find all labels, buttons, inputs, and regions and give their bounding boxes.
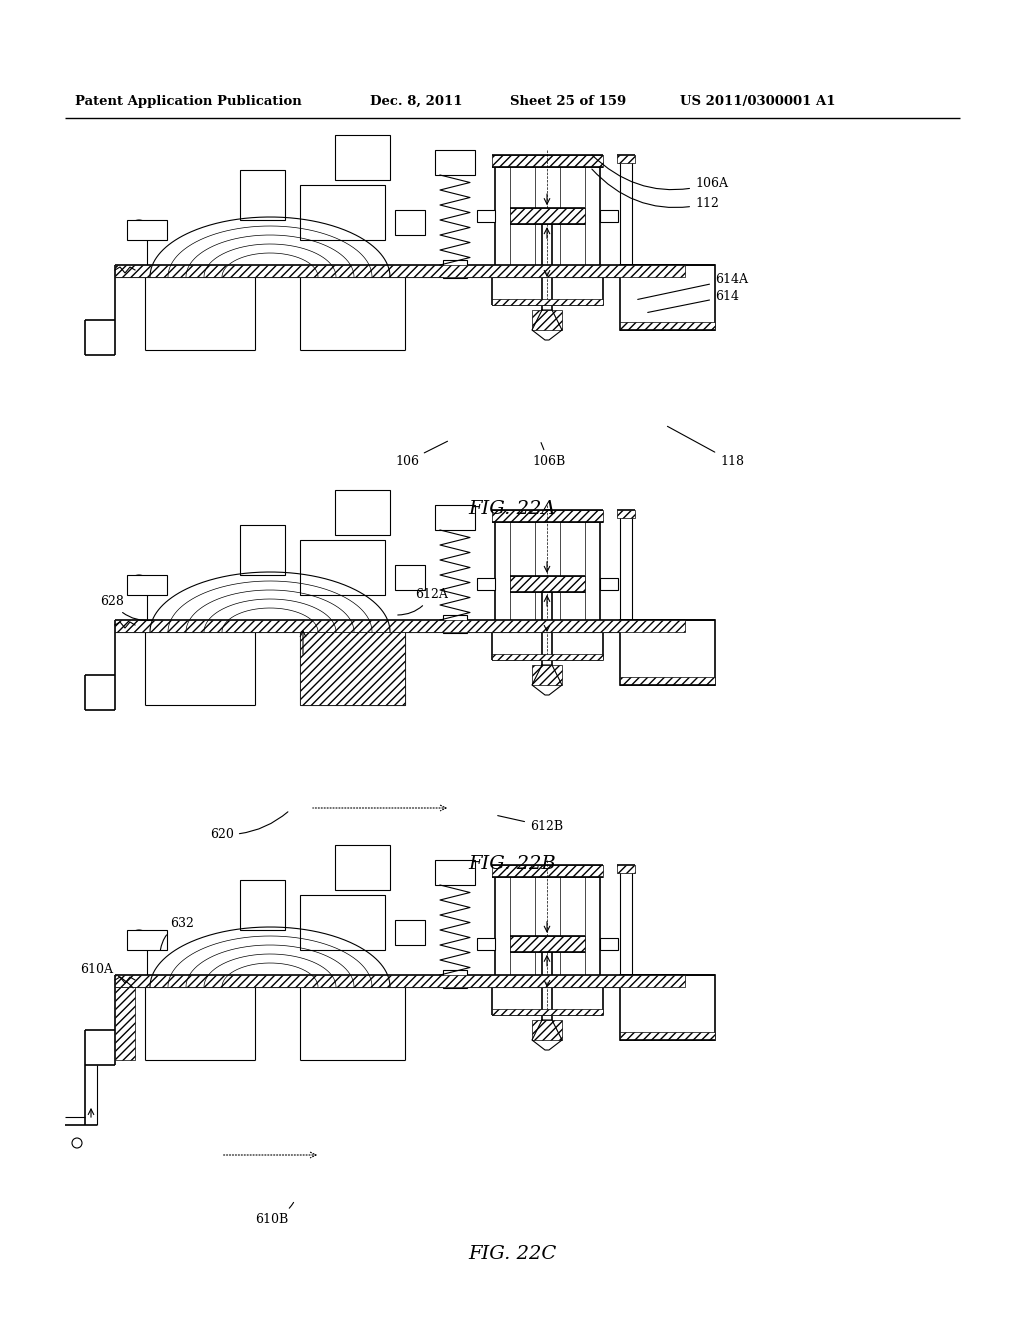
Text: Patent Application Publication: Patent Application Publication: [75, 95, 302, 108]
Text: 106A: 106A: [592, 154, 728, 190]
Polygon shape: [532, 310, 562, 341]
Bar: [395, 565, 425, 590]
Bar: [492, 653, 603, 660]
Bar: [600, 937, 618, 950]
Bar: [620, 265, 715, 330]
Bar: [115, 987, 135, 1060]
Text: 614A: 614A: [638, 273, 748, 300]
Bar: [115, 620, 685, 632]
Bar: [300, 632, 406, 705]
Bar: [600, 578, 618, 590]
Bar: [532, 310, 562, 330]
Bar: [300, 185, 385, 240]
Bar: [620, 1032, 715, 1040]
Bar: [532, 665, 562, 685]
Bar: [335, 845, 390, 890]
Text: 610A: 610A: [80, 964, 133, 987]
Bar: [240, 525, 285, 576]
Bar: [600, 210, 618, 222]
Text: FIG. 22A: FIG. 22A: [468, 500, 556, 517]
Text: 112: 112: [592, 169, 719, 210]
Bar: [492, 154, 603, 168]
Text: 610B: 610B: [255, 1203, 294, 1226]
Bar: [492, 300, 603, 305]
Bar: [620, 975, 715, 1040]
Text: 620: 620: [210, 812, 288, 841]
Bar: [435, 150, 475, 176]
Bar: [435, 861, 475, 884]
Bar: [127, 576, 167, 595]
Bar: [617, 865, 635, 873]
Bar: [395, 210, 425, 235]
Bar: [240, 170, 285, 220]
Bar: [620, 677, 715, 685]
Text: 612B: 612B: [498, 816, 563, 833]
Bar: [395, 920, 425, 945]
Bar: [127, 931, 167, 950]
Bar: [115, 265, 685, 277]
Text: Sheet 25 of 159: Sheet 25 of 159: [510, 95, 627, 108]
Bar: [620, 322, 715, 330]
Bar: [477, 210, 495, 222]
Text: 106B: 106B: [532, 442, 565, 469]
Text: Dec. 8, 2011: Dec. 8, 2011: [370, 95, 463, 108]
Bar: [240, 880, 285, 931]
Bar: [492, 510, 603, 521]
Polygon shape: [532, 665, 562, 696]
Bar: [617, 510, 635, 517]
Bar: [300, 895, 385, 950]
Bar: [510, 936, 585, 952]
Text: FIG. 22C: FIG. 22C: [468, 1245, 556, 1263]
Text: FIG. 22B: FIG. 22B: [468, 855, 556, 873]
Bar: [300, 540, 385, 595]
Text: 118: 118: [668, 426, 744, 469]
Bar: [443, 615, 467, 634]
Text: 106: 106: [395, 441, 447, 469]
Text: 632: 632: [161, 917, 194, 950]
Bar: [115, 975, 685, 987]
Text: 628: 628: [100, 595, 153, 620]
Polygon shape: [532, 1020, 562, 1049]
Bar: [115, 975, 685, 987]
Bar: [510, 576, 585, 591]
Bar: [617, 154, 635, 162]
Text: 614: 614: [648, 290, 739, 313]
Bar: [435, 506, 475, 531]
Bar: [115, 620, 685, 632]
Bar: [492, 1008, 603, 1015]
Bar: [492, 865, 603, 876]
Bar: [532, 1020, 562, 1040]
Bar: [477, 937, 495, 950]
Bar: [443, 260, 467, 279]
Bar: [443, 970, 467, 987]
Bar: [115, 265, 685, 277]
Text: 612A: 612A: [397, 587, 447, 615]
Bar: [510, 209, 585, 224]
Bar: [335, 135, 390, 180]
Bar: [127, 220, 167, 240]
Bar: [620, 620, 715, 685]
Bar: [335, 490, 390, 535]
Bar: [477, 578, 495, 590]
Text: US 2011/0300001 A1: US 2011/0300001 A1: [680, 95, 836, 108]
